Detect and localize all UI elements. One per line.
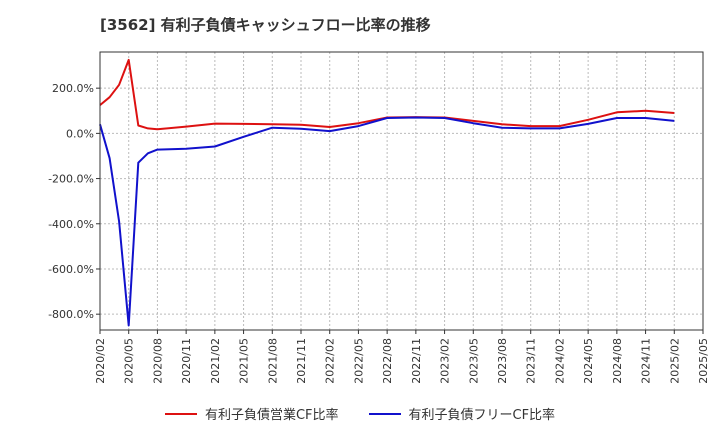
grid-lines — [99, 52, 704, 330]
x-tick-label: 2021/05 — [238, 338, 251, 384]
legend-swatch-operating-cf — [164, 412, 197, 415]
series-line-operating-cf — [99, 58, 675, 131]
x-tick-label: 2022/05 — [352, 338, 365, 384]
x-tick-label: 2022/11 — [410, 338, 423, 384]
x-tick-label: 2023/05 — [467, 338, 480, 384]
x-tick-label: 2024/11 — [640, 338, 653, 384]
x-tick-label: 2021/02 — [209, 338, 222, 384]
y-tick-label: -800.0% — [48, 308, 94, 321]
legend-item-free-cf: 有利子負債フリーCF比率 — [368, 404, 556, 423]
x-tick-label: 2020/02 — [94, 338, 107, 384]
legend-label-operating-cf: 有利子負債営業CF比率 — [204, 408, 339, 423]
x-tick-label: 2024/02 — [553, 338, 566, 384]
chart-title: [3562] 有利子負債キャッシュフロー比率の推移 — [100, 16, 431, 34]
y-tick-label: 0.0% — [66, 127, 94, 140]
x-tick-label: 2024/05 — [582, 338, 595, 384]
x-tick-label: 2023/11 — [525, 338, 538, 384]
plot-frame — [99, 51, 704, 331]
y-tick-label: -200.0% — [48, 173, 94, 186]
legend-swatch-free-cf — [368, 412, 401, 415]
x-tick-label: 2023/08 — [496, 338, 509, 384]
plot-background — [100, 52, 703, 330]
y-tick-label: 200.0% — [52, 82, 94, 95]
x-tick-label: 2024/08 — [611, 338, 624, 384]
y-tick-label: -600.0% — [48, 263, 94, 276]
y-axis: 200.0% 0.0% -200.0% -400.0% -600.0% -800.0% — [48, 82, 100, 321]
y-tick-label: -400.0% — [48, 218, 94, 231]
x-tick-label: 2021/08 — [266, 338, 279, 384]
x-tick-label: 2022/02 — [324, 338, 337, 384]
legend-label-free-cf: 有利子負債フリーCF比率 — [408, 408, 556, 423]
x-tick-label: 2023/02 — [439, 338, 452, 384]
x-tick-label: 2025/02 — [668, 338, 681, 384]
series-lines — [99, 58, 675, 327]
series-line-free-cf — [99, 116, 675, 327]
x-tick-label: 2020/11 — [180, 338, 193, 384]
x-tick-label: 2021/11 — [295, 338, 308, 384]
x-axis: 2020/02 2020/05 2020/08 2020/11 2021/02 2021/… — [94, 330, 710, 384]
x-tick-label: 2020/05 — [123, 338, 136, 384]
x-tick-label: 2022/08 — [381, 338, 394, 384]
x-tick-label: 2025/05 — [697, 338, 710, 384]
legend-item-operating-cf: 有利子負債営業CF比率 — [164, 404, 339, 423]
x-tick-label: 2020/08 — [151, 338, 164, 384]
legend: 有利子負債営業CF比率 有利子負債フリーCF比率 — [0, 404, 720, 423]
